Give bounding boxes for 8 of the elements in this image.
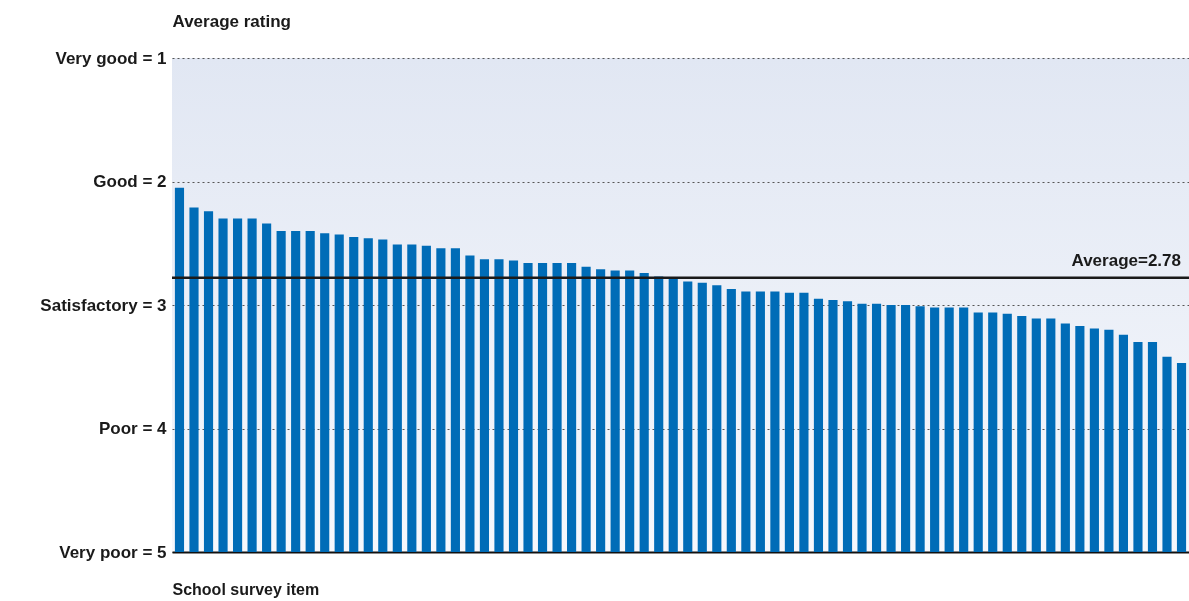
y-tick-label: Good = 2	[93, 172, 167, 191]
y-tick-label: Poor = 4	[98, 419, 168, 438]
y-axis-title: Average rating	[172, 11, 291, 31]
y-tick-label: Satisfactory = 3	[40, 295, 167, 315]
y-tick-label: Very poor = 5	[59, 542, 167, 562]
x-axis-title: School survey item	[172, 580, 320, 598]
y-tick-label: Very good = 1	[55, 48, 167, 68]
ref-line-label: Average=2.78	[1071, 250, 1181, 270]
